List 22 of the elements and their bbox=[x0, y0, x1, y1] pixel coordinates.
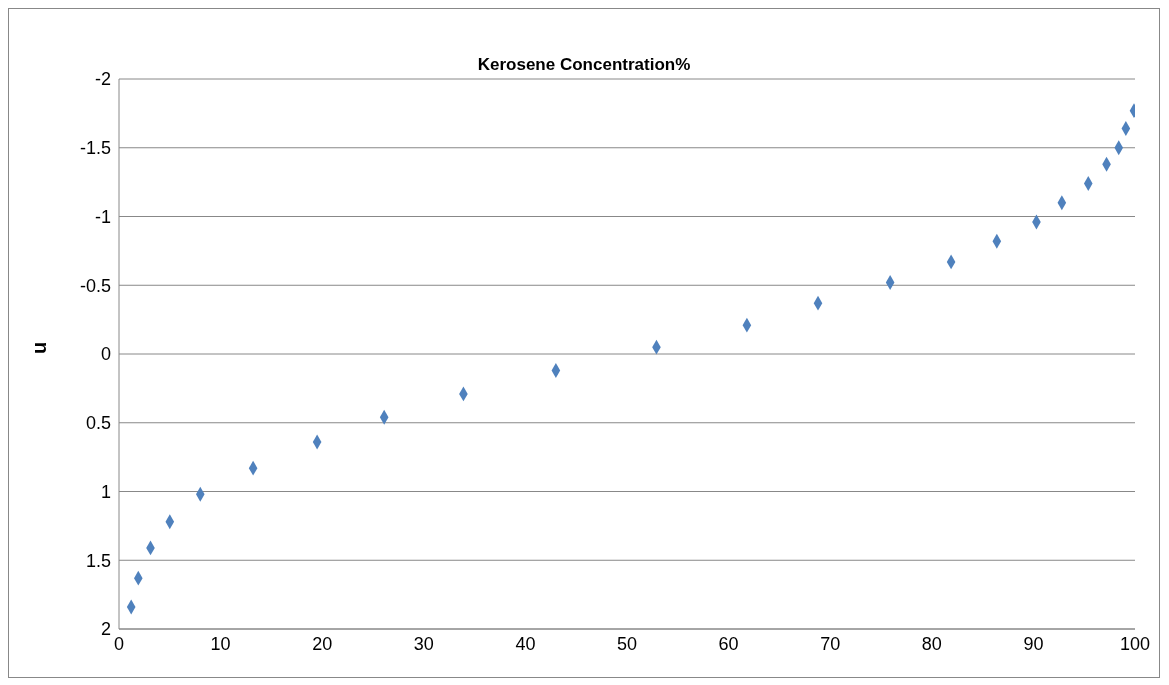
y-tick-label: -1 bbox=[94, 206, 111, 227]
x-tick-label: 20 bbox=[312, 633, 333, 654]
chart-title: Kerosene Concentration% bbox=[477, 55, 691, 74]
x-tick-label: 80 bbox=[921, 633, 942, 654]
x-tick-label: 50 bbox=[616, 633, 638, 654]
y-tick-label: -0.5 bbox=[79, 275, 111, 296]
y-tick-label: 2 bbox=[100, 619, 111, 640]
y-tick-label: 0 bbox=[100, 344, 111, 365]
x-tick-label: 0 bbox=[113, 633, 125, 654]
x-tick-label: 60 bbox=[718, 633, 739, 654]
y-tick-label: -2 bbox=[94, 69, 111, 90]
x-tick-label: 40 bbox=[515, 633, 536, 654]
x-tick-label: 100 bbox=[1119, 633, 1151, 654]
y-tick-label: 1.5 bbox=[85, 550, 111, 571]
x-tick-label: 10 bbox=[210, 633, 231, 654]
x-tick-label: 90 bbox=[1023, 633, 1044, 654]
x-tick-label: 70 bbox=[820, 633, 841, 654]
y-tick-label: 0.5 bbox=[85, 413, 111, 434]
y-tick-label: -1.5 bbox=[79, 138, 111, 159]
x-tick-label: 30 bbox=[413, 633, 434, 654]
y-tick-label: 1 bbox=[100, 481, 111, 502]
y-axis-title: u bbox=[28, 341, 51, 354]
